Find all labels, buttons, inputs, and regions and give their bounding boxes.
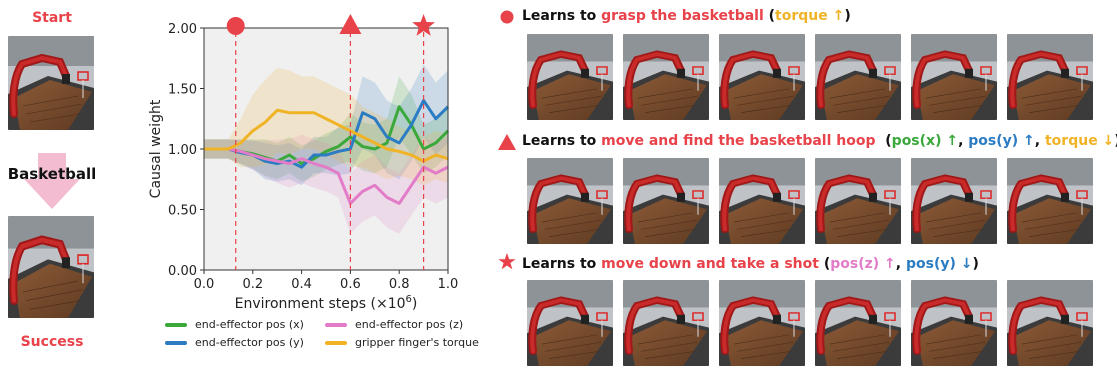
x-tick-label: 0.6 <box>340 277 361 292</box>
legend-item-y: end-effector pos (y) <box>165 336 304 349</box>
row-heading-part: torque ↓ <box>1044 133 1115 149</box>
frame-image <box>911 280 997 366</box>
row-heading-part: , <box>895 256 906 272</box>
frame-image <box>527 34 613 120</box>
series-band-1 <box>204 64 448 186</box>
y-tick-label: 0.00 <box>168 264 197 279</box>
series-line-2 <box>204 147 449 205</box>
frame-image <box>623 158 709 244</box>
x-tick-label: 1.0 <box>438 277 459 292</box>
row-heading-part: move and find the basketball hoop <box>601 133 876 149</box>
row-heading-part: Learns to <box>522 133 602 149</box>
success-frame-image <box>8 216 94 318</box>
y-tick-label: 2.00 <box>168 22 197 37</box>
row-heading-part: move down and take a shot <box>601 256 819 272</box>
row-heading-part: Learns to <box>522 256 602 272</box>
success-label: Success <box>20 334 84 350</box>
x-axis-label: Environment steps (×106) <box>235 294 418 312</box>
frame-image <box>911 158 997 244</box>
legend-item-z: end-effector pos (z) <box>325 318 463 331</box>
triangle-marker <box>339 14 362 34</box>
row-heading-part: ( <box>763 8 776 24</box>
frame-image <box>815 280 901 366</box>
star-marker <box>412 14 435 36</box>
x-tick-label: 0.2 <box>242 277 263 292</box>
row-heading-shot: Learns to move down and take a shot (pos… <box>522 256 979 272</box>
legend-item-torque: gripper finger's torque <box>325 336 479 349</box>
frame-image <box>527 280 613 366</box>
frame-image <box>623 34 709 120</box>
x-axis-label-exponent: 6 <box>406 294 412 305</box>
row-heading-grasp: Learns to grasp the basketball (torque ↑… <box>522 8 851 24</box>
frame-image <box>719 34 805 120</box>
frame-image <box>527 158 613 244</box>
row-heading-part: pos(y) ↑ <box>968 133 1035 149</box>
row-heading-part: ) <box>844 8 851 24</box>
y-tick-label: 1.50 <box>168 83 197 98</box>
triangle-icon <box>498 134 516 150</box>
causal-weight-chart: 0.0 0.2 0.4 0.6 0.8 1.0 0.00 0.50 1.00 1.50 2.00 En… <box>148 14 459 312</box>
row-heading-part: Learns to <box>522 8 602 24</box>
row-heading-part: ( <box>818 256 831 272</box>
row-heading-part: pos(x) ↑ <box>891 133 959 149</box>
y-tick-label: 0.50 <box>168 204 197 219</box>
x-tick-label: 0.4 <box>291 277 312 292</box>
y-axis-label: Causal weight <box>148 99 164 198</box>
start-label: Start <box>32 10 72 26</box>
row-heading-part: grasp the basketball <box>601 8 764 24</box>
row-heading-part: ( <box>875 133 892 149</box>
plot-area <box>204 28 448 270</box>
frame-image <box>1007 158 1093 244</box>
frame-image <box>719 158 805 244</box>
frame-image <box>911 34 997 120</box>
frame-image <box>815 34 901 120</box>
y-tick-label: 1.00 <box>168 143 197 158</box>
start-frame-image <box>8 36 94 130</box>
row-heading-move-find: Learns to move and find the basketball h… <box>522 133 1117 149</box>
star-icon <box>498 253 516 270</box>
row-heading-part: ) <box>1114 133 1117 149</box>
row-heading-part: torque ↑ <box>775 8 845 24</box>
row-heading-part: pos(z) ↑ <box>830 256 896 272</box>
circle-marker <box>226 17 245 35</box>
down-arrow-icon <box>24 153 80 209</box>
x-axis-label-text: Environment steps (×10 <box>235 296 406 312</box>
row-heading-part: ) <box>972 256 979 272</box>
series-band-0 <box>204 76 448 182</box>
frame-image <box>623 280 709 366</box>
x-axis-label-close: ) <box>412 296 417 312</box>
row-heading-part: pos(y) ↓ <box>905 256 973 272</box>
series-line-3 <box>204 108 449 163</box>
frame-image <box>719 280 805 366</box>
frame-image <box>1007 280 1093 366</box>
task-label: Basketball <box>7 165 97 183</box>
frame-image <box>815 158 901 244</box>
frame-image <box>1007 34 1093 120</box>
legend: end-effector pos (x) end-effector pos (y… <box>165 318 495 358</box>
circle-icon <box>500 10 514 24</box>
legend-item-x: end-effector pos (x) <box>165 318 304 331</box>
row-heading-part: , <box>958 133 969 149</box>
x-tick-label: 0.8 <box>389 277 410 292</box>
x-tick-label: 0.0 <box>194 277 215 292</box>
row-heading-part: , <box>1034 133 1045 149</box>
